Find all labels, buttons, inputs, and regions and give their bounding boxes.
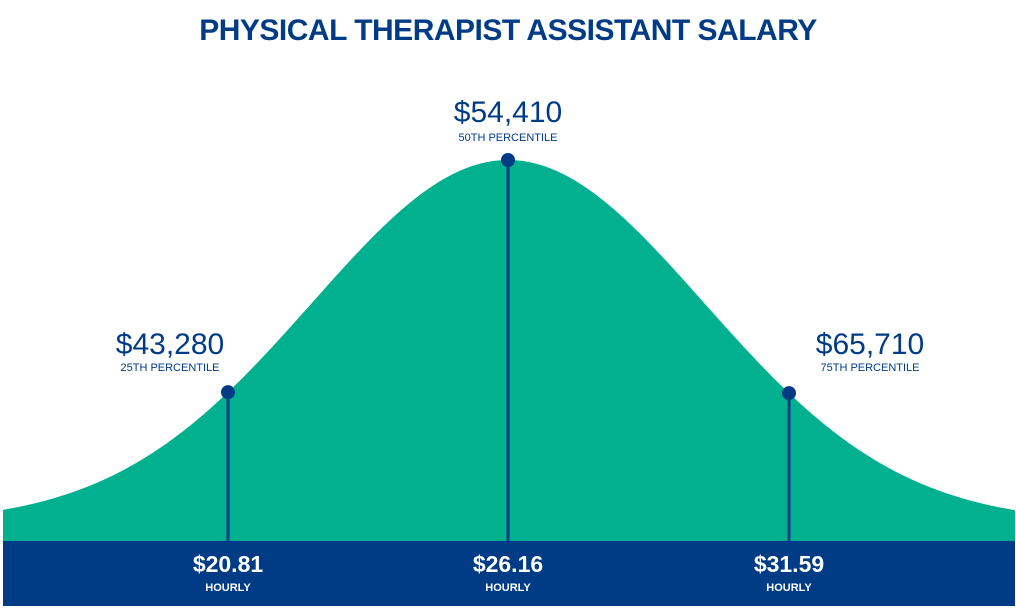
chart-title: PHYSICAL THERAPIST ASSISTANT SALARY [199,14,817,47]
annual-salary-label: $65,710 [816,328,924,361]
percentile-dot [782,386,796,401]
percentile-label: 75TH PERCENTILE [820,362,919,374]
marker-50th-percentile: $54,410 50TH PERCENTILE $26.16 HOURLY [454,96,562,594]
percentile-dot [221,385,235,400]
hourly-wage-value: $20.81 [193,551,264,577]
hourly-wage-label: HOURLY [766,582,812,594]
hourly-wage-value: $31.59 [754,551,824,577]
annual-salary-label: $43,280 [116,328,224,361]
hourly-wage-value: $26.16 [473,551,543,577]
percentile-dot [501,153,515,167]
percentile-label: 25TH PERCENTILE [120,362,219,374]
annual-salary-label: $54,410 [454,96,562,129]
marker-75th-percentile: $65,710 75TH PERCENTILE $31.59 HOURLY [754,328,924,594]
hourly-wage-label: HOURLY [205,582,251,594]
hourly-wage-bar [3,541,1015,606]
marker-25th-percentile: $43,280 25TH PERCENTILE $20.81 HOURLY [116,328,264,594]
percentile-label: 50TH PERCENTILE [458,132,557,144]
hourly-wage-label: HOURLY [485,582,531,594]
